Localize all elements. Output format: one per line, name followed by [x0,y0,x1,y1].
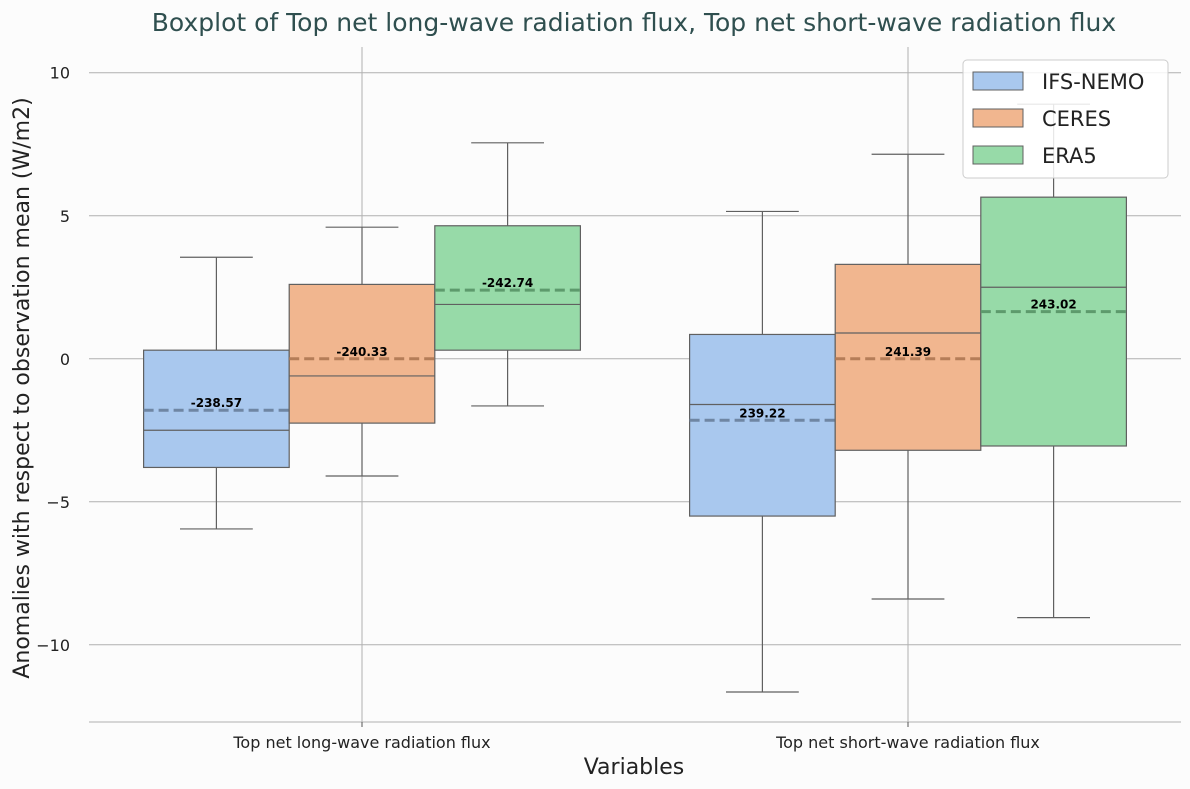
mean-value-label: -238.57 [191,396,242,410]
x-tick-label: Top net long-wave radiation flux [232,733,490,752]
box-body [288,283,436,424]
box-ceres-2: 241.39 [834,153,982,600]
box-ifs-nemo-1: -238.57 [143,256,290,530]
x-tick-label: Top net short-wave radiation flux [775,733,1040,752]
box-era5-2: 243.02 [980,103,1127,619]
x-axis-ticks: Top net long-wave radiation flux Top net … [232,722,1040,752]
mean-value-label: 239.22 [739,406,785,420]
box-group: -238.57 239.22 -240.33 241.39 -242.74 243.02 [143,103,1127,693]
legend-swatch-ifs-nemo [972,71,1024,91]
y-tick-label: −10 [36,636,70,655]
box-body [980,196,1127,447]
y-axis-ticks: 10 5 0 −5 −10 [36,64,70,655]
mean-value-label: -240.33 [336,345,387,359]
box-era5-1: -242.74 [434,142,581,407]
legend-label-era5: ERA5 [1042,144,1097,168]
legend-label-ceres: CERES [1042,107,1111,131]
mean-value-label: 241.39 [885,345,931,359]
x-axis-label: Variables [584,755,685,780]
box-ifs-nemo-2: 239.22 [688,210,836,693]
mean-value-label: -242.74 [482,276,533,290]
box-body [434,225,581,351]
legend-swatch-ceres [972,108,1024,128]
y-tick-label: 10 [50,64,70,83]
legend: IFS-NEMO CERES ERA5 [962,59,1169,179]
y-tick-label: 5 [60,207,70,226]
y-axis-label: Anomalies with respect to observation me… [10,97,35,678]
legend-label-ifs-nemo: IFS-NEMO [1042,70,1144,94]
chart-title: Boxplot of Top net long-wave radiation f… [152,8,1116,37]
y-tick-label: −5 [46,493,70,512]
box-ceres-1: -240.33 [288,226,436,477]
legend-swatch-era5 [972,145,1024,165]
y-tick-label: 0 [60,350,70,369]
box-body [688,333,836,517]
mean-value-label: 243.02 [1030,298,1076,312]
